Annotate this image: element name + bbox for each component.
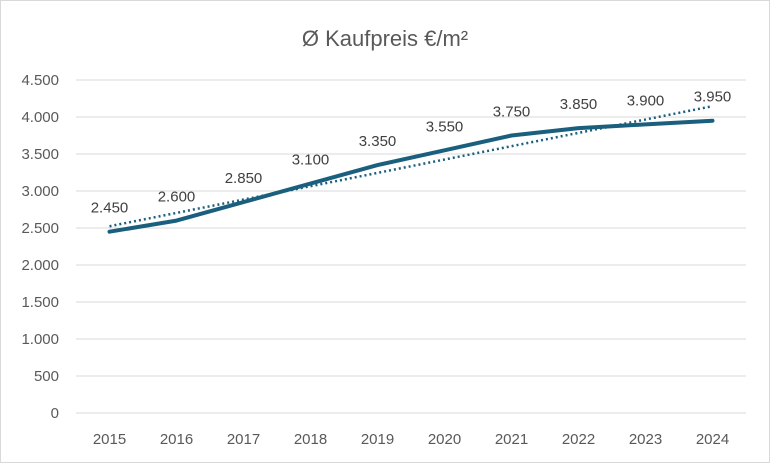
y-tick-label: 0 [51,405,59,422]
y-tick-label: 1.500 [21,294,59,311]
data-label: 3.900 [627,92,665,109]
x-tick-label: 2019 [361,431,394,448]
data-label: 3.100 [292,152,330,169]
series-line [110,121,713,232]
y-tick-label: 500 [34,368,59,385]
x-tick-label: 2022 [562,431,595,448]
data-label: 2.850 [225,170,263,187]
data-label: 3.850 [560,96,598,113]
y-tick-label: 4.000 [21,109,59,126]
y-tick-label: 3.000 [21,183,59,200]
chart-title: Ø Kaufpreis €/m² [302,26,468,51]
x-axis-ticks: 2015 2016 2017 2018 2019 2020 2021 2022 2023 2024 [93,431,729,448]
x-tick-label: 2017 [227,431,260,448]
data-label: 2.450 [91,200,129,217]
x-tick-label: 2018 [294,431,327,448]
y-tick-label: 3.500 [21,146,59,163]
x-tick-label: 2023 [629,431,662,448]
y-tick-label: 2.000 [21,257,59,274]
x-tick-label: 2021 [495,431,528,448]
series-layer [109,121,712,232]
y-axis-ticks: 0 500 1.000 1.500 2.000 2.500 3.000 3.500 4.000 4… [21,72,59,422]
data-label: 3.950 [694,89,732,106]
x-tick-label: 2024 [696,431,729,448]
x-tick-label: 2015 [93,431,126,448]
data-label: 3.750 [493,104,531,121]
data-labels: 2.450 2.600 2.850 3.100 3.350 3.550 3.750 3.850… [91,89,732,217]
x-tick-label: 2016 [160,431,193,448]
y-tick-label: 1.000 [21,331,59,348]
grid-lines [76,80,746,413]
y-tick-label: 2.500 [21,220,59,237]
y-tick-label: 4.500 [21,72,59,89]
data-label: 2.600 [158,189,196,206]
x-tick-label: 2020 [428,431,461,448]
data-label: 3.550 [426,118,464,135]
data-label: 3.350 [359,133,397,150]
